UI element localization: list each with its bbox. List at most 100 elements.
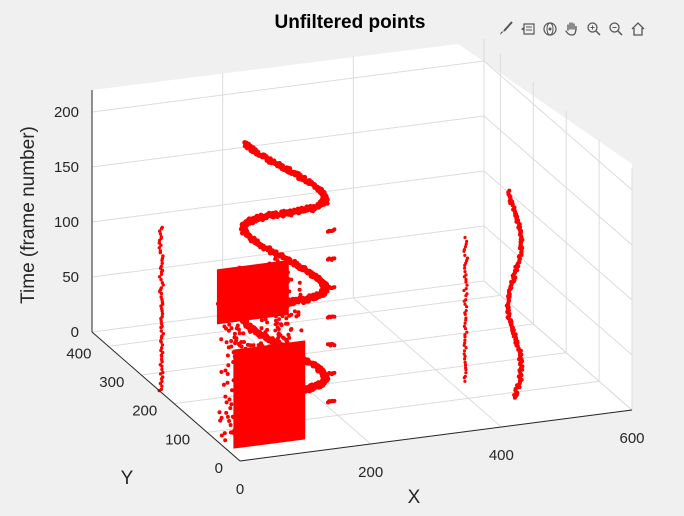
data-point	[280, 314, 285, 319]
data-point	[289, 327, 294, 331]
data-point	[243, 352, 248, 357]
zoom-out-icon[interactable]	[605, 18, 626, 40]
data-point	[241, 373, 246, 377]
data-point	[219, 370, 224, 374]
data-point	[260, 410, 265, 415]
data-point	[220, 290, 225, 295]
data-point	[227, 397, 232, 402]
data-point	[280, 402, 285, 407]
scatter-points	[157, 140, 525, 449]
data-point	[279, 322, 283, 327]
data-point	[258, 413, 263, 417]
data-point	[263, 424, 268, 429]
data-point	[228, 423, 233, 427]
data-point	[254, 400, 259, 405]
data-point	[244, 142, 250, 148]
data-point	[287, 350, 293, 356]
axes-faces	[92, 44, 632, 461]
data-point	[160, 300, 165, 304]
data-point	[463, 235, 467, 240]
grid-line-z-backwall	[91, 225, 485, 278]
data-point	[267, 394, 272, 399]
grid-line-z-sidewall	[483, 225, 633, 356]
data-point	[284, 286, 289, 291]
data-point	[316, 275, 322, 281]
data-point	[223, 394, 228, 399]
data-point	[294, 352, 300, 358]
data-point	[292, 309, 297, 314]
data-point	[247, 382, 252, 387]
data-point	[265, 356, 270, 361]
data-point	[230, 388, 234, 393]
grid-line-z-sidewall	[483, 115, 633, 246]
x-tick-label: 400	[489, 447, 514, 464]
data-point	[157, 241, 161, 245]
data-point	[463, 333, 467, 337]
data-point	[332, 370, 337, 375]
data-point	[252, 285, 256, 290]
zoom-in-icon[interactable]	[583, 18, 604, 40]
data-point	[274, 268, 279, 273]
data-point	[256, 367, 261, 372]
data-point	[277, 308, 282, 313]
data-point	[261, 431, 266, 436]
data-point	[239, 362, 243, 367]
data-point	[224, 274, 229, 279]
data-point	[278, 419, 282, 423]
data-point	[241, 331, 246, 336]
data-point	[224, 400, 229, 405]
data-point	[222, 324, 227, 329]
data-point	[465, 292, 469, 296]
data-point	[277, 331, 281, 335]
data-point	[275, 430, 280, 435]
data-point	[255, 288, 260, 293]
rotate-3d-icon[interactable]	[539, 18, 560, 40]
data-point	[159, 278, 163, 282]
data-point	[226, 363, 231, 368]
pan-hand-icon[interactable]	[561, 18, 582, 40]
x-axis-line	[239, 409, 633, 462]
home-icon[interactable]	[627, 18, 648, 40]
data-point	[232, 354, 237, 359]
data-point	[277, 317, 281, 321]
data-point	[232, 349, 237, 354]
data-point	[239, 340, 244, 344]
data-point	[245, 403, 250, 408]
data-point	[464, 366, 468, 370]
data-point	[228, 406, 233, 411]
data-point	[232, 331, 237, 336]
data-point	[237, 272, 242, 277]
data-point	[265, 351, 270, 356]
data-point	[512, 393, 517, 397]
data-point	[464, 280, 468, 284]
data-point	[286, 332, 291, 337]
data-point	[289, 277, 294, 282]
brush-icon[interactable]	[495, 18, 516, 40]
data-point	[275, 325, 280, 330]
data-point	[251, 376, 256, 381]
data-point	[158, 363, 163, 367]
data-point	[236, 278, 241, 283]
data-point	[464, 346, 468, 350]
data-point	[271, 393, 276, 398]
data-point	[267, 418, 271, 423]
data-point	[464, 261, 468, 265]
data-point	[332, 285, 337, 290]
data-point	[464, 309, 468, 313]
data-point	[237, 389, 242, 393]
data-point	[287, 289, 292, 294]
data-point	[254, 277, 259, 282]
data-point	[252, 386, 257, 391]
data-point	[462, 352, 466, 356]
data-point	[226, 317, 231, 321]
x-tick-label: 200	[358, 464, 383, 481]
data-point	[278, 425, 283, 429]
data-point	[282, 430, 287, 435]
data-tip-icon[interactable]	[517, 18, 538, 40]
data-point	[244, 407, 249, 412]
data-point	[263, 427, 268, 432]
data-point	[225, 372, 230, 376]
data-point	[236, 284, 241, 289]
grid-line-z-backwall	[91, 170, 485, 223]
data-point	[289, 407, 293, 412]
